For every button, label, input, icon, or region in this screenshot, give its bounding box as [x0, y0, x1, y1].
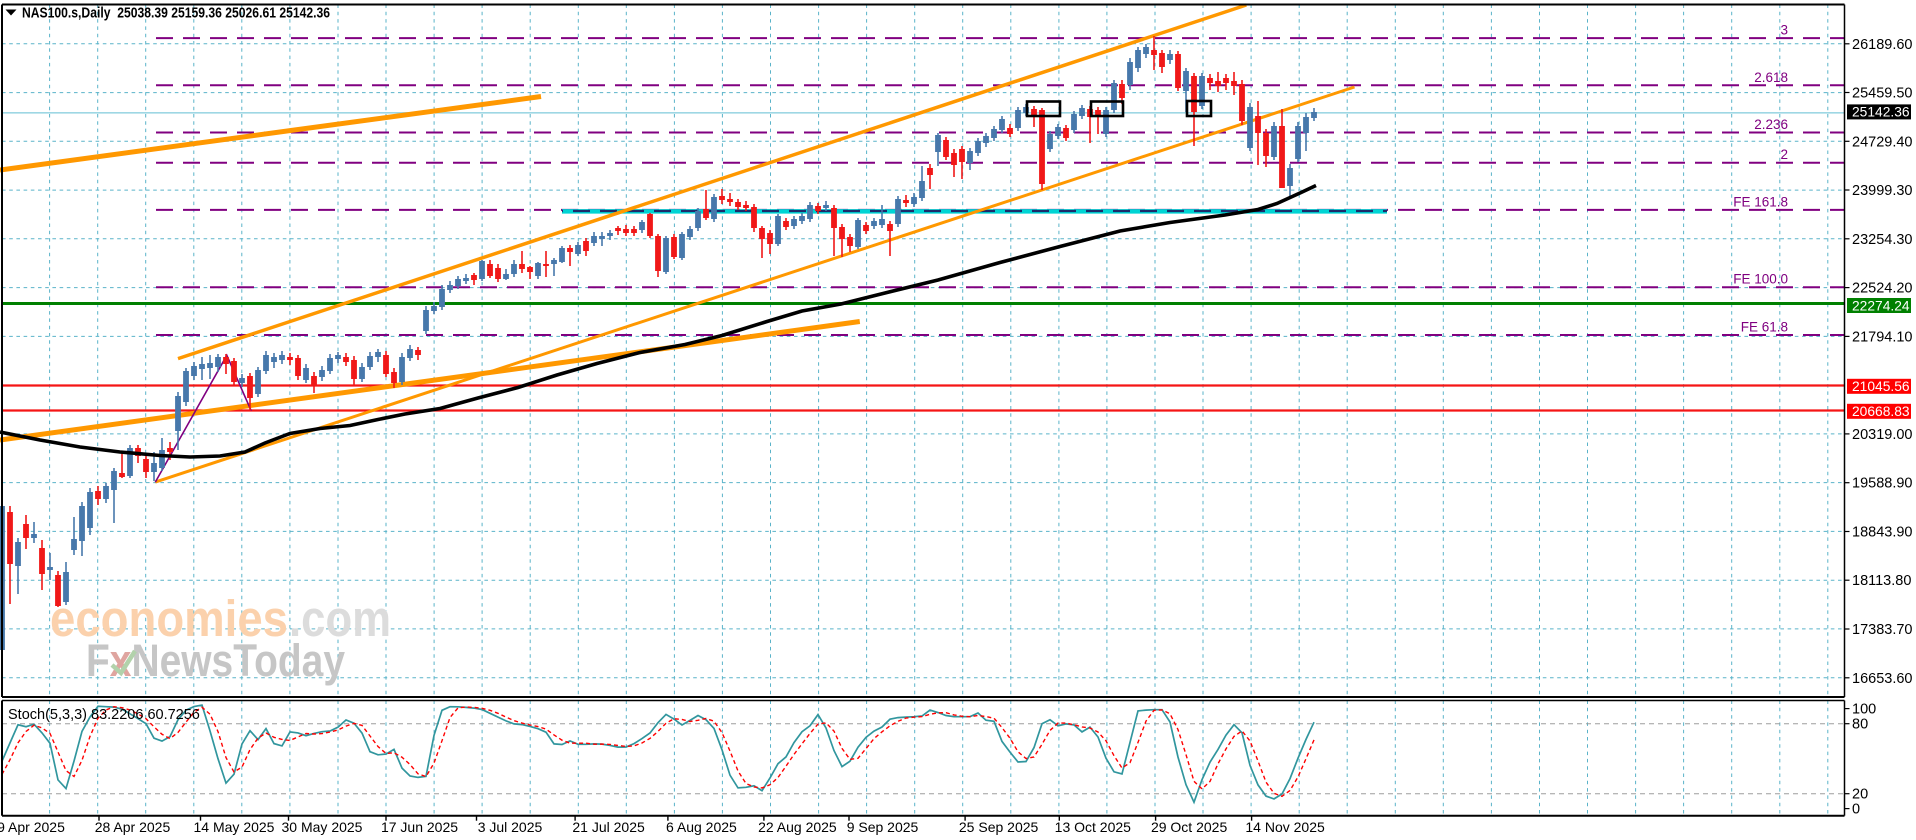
- svg-text:NAS100.s,Daily 25038.39 25159: NAS100.s,Daily 25038.39 25159.36 25026.6…: [22, 5, 330, 22]
- svg-text:26189.60: 26189.60: [1852, 37, 1912, 53]
- svg-text:17 Jun 2025: 17 Jun 2025: [381, 819, 458, 835]
- svg-text:economies: economies: [50, 590, 288, 647]
- svg-text:18843.90: 18843.90: [1852, 525, 1912, 541]
- svg-text:13 Oct 2025: 13 Oct 2025: [1055, 819, 1131, 835]
- svg-text:.com: .com: [289, 590, 391, 647]
- svg-text:30 May 2025: 30 May 2025: [282, 819, 363, 835]
- svg-text:FE 61.8: FE 61.8: [1741, 320, 1788, 335]
- svg-text:Stoch(5,3,3) 83.2206 60.7256: Stoch(5,3,3) 83.2206 60.7256: [8, 707, 200, 723]
- svg-text:29 Oct 2025: 29 Oct 2025: [1151, 819, 1227, 835]
- svg-text:19588.90: 19588.90: [1852, 476, 1912, 492]
- svg-text:22524.20: 22524.20: [1852, 281, 1912, 297]
- svg-text:100: 100: [1852, 702, 1876, 718]
- svg-text:16653.60: 16653.60: [1852, 671, 1912, 687]
- svg-text:14 May 2025: 14 May 2025: [194, 819, 275, 835]
- svg-text:2.236: 2.236: [1754, 117, 1788, 132]
- svg-text:FE 100.0: FE 100.0: [1733, 272, 1788, 287]
- svg-text:9 Sep 2025: 9 Sep 2025: [847, 819, 919, 835]
- svg-text:23254.30: 23254.30: [1852, 232, 1912, 248]
- svg-text:23999.30: 23999.30: [1852, 183, 1912, 199]
- svg-text:22274.24: 22274.24: [1852, 298, 1910, 313]
- svg-text:24729.40: 24729.40: [1852, 134, 1912, 150]
- svg-text:25459.50: 25459.50: [1852, 86, 1912, 102]
- svg-text:3 Jul 2025: 3 Jul 2025: [478, 819, 543, 835]
- svg-text:9 Apr 2025: 9 Apr 2025: [0, 819, 65, 835]
- svg-text:FE 161.8: FE 161.8: [1733, 194, 1788, 209]
- svg-text:0: 0: [1852, 802, 1860, 818]
- svg-text:14 Nov 2025: 14 Nov 2025: [1245, 819, 1325, 835]
- svg-text:21794.10: 21794.10: [1852, 329, 1912, 345]
- svg-text:6 Aug 2025: 6 Aug 2025: [666, 819, 737, 835]
- svg-text:22 Aug 2025: 22 Aug 2025: [758, 819, 837, 835]
- svg-text:21045.56: 21045.56: [1852, 379, 1910, 394]
- svg-text:28 Apr 2025: 28 Apr 2025: [95, 819, 171, 835]
- svg-text:20319.00: 20319.00: [1852, 427, 1912, 443]
- svg-text:21 Jul 2025: 21 Jul 2025: [572, 819, 645, 835]
- svg-text:3: 3: [1780, 23, 1788, 38]
- svg-text:FxNewsToday: FxNewsToday: [86, 635, 345, 686]
- svg-text:17383.70: 17383.70: [1852, 622, 1912, 638]
- svg-text:2.618: 2.618: [1754, 70, 1788, 85]
- svg-text:25142.36: 25142.36: [1852, 105, 1910, 120]
- svg-text:80: 80: [1852, 717, 1868, 733]
- svg-text:2: 2: [1780, 147, 1788, 162]
- svg-text:18113.80: 18113.80: [1852, 573, 1911, 589]
- svg-text:20668.83: 20668.83: [1852, 404, 1910, 419]
- svg-text:20: 20: [1852, 787, 1868, 803]
- svg-text:25 Sep 2025: 25 Sep 2025: [959, 819, 1039, 835]
